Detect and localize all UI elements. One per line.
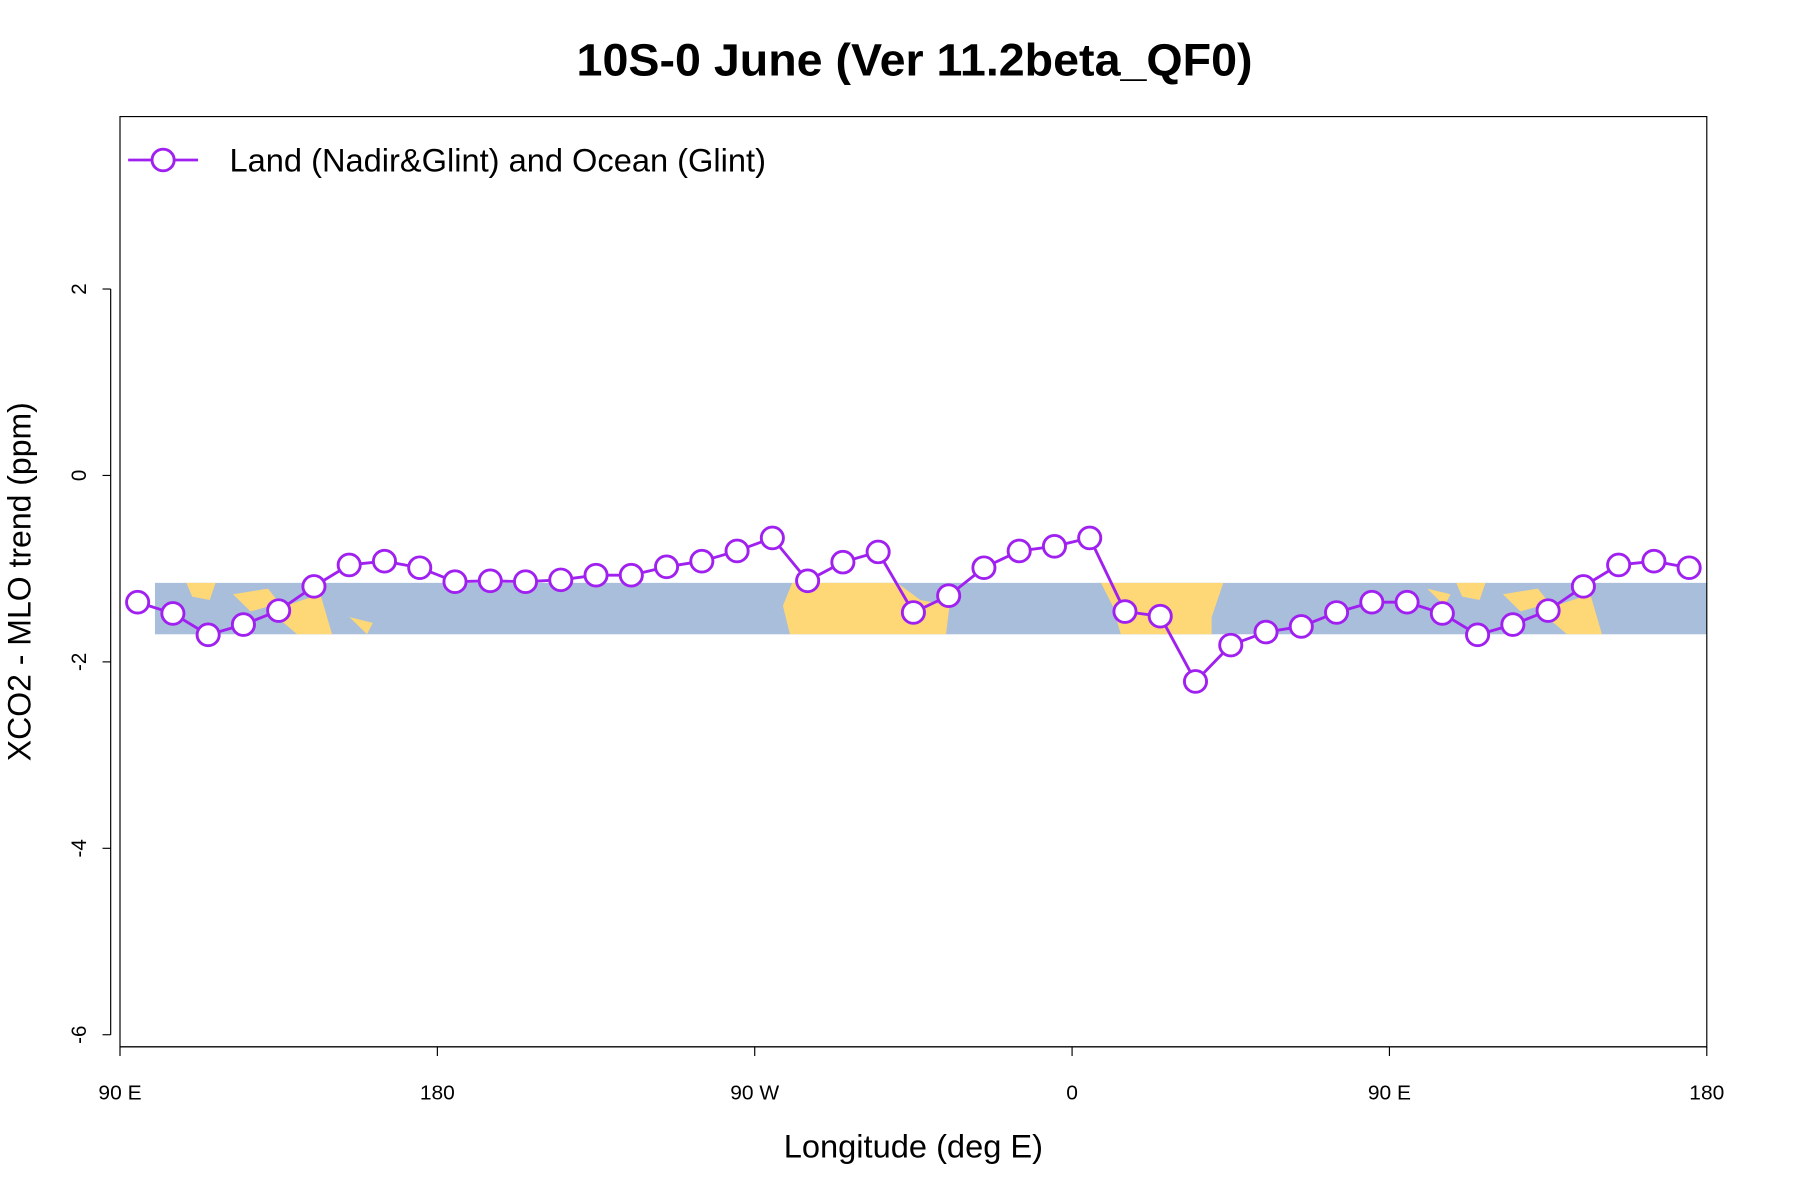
data-point [160, 601, 186, 626]
chart-title: 10S-0 June (Ver 11.2beta_QF0) [577, 34, 1253, 85]
data-point [936, 583, 962, 608]
data-point [548, 567, 574, 593]
data-point [1676, 555, 1702, 581]
legend-label: Land (Nadir&Glint) and Ocean (Glint) [230, 143, 766, 179]
data-point [1570, 574, 1596, 599]
x-tick-label: 90 W [730, 1082, 779, 1105]
data-point [1077, 525, 1103, 551]
data-point [301, 574, 327, 599]
plot-frame [119, 116, 1708, 1048]
data-point [654, 554, 680, 580]
x-tick-label: 90 E [98, 1082, 141, 1105]
data-point [1006, 538, 1032, 564]
data-point [583, 562, 609, 588]
data-point [1288, 614, 1314, 639]
y-tick-label: -2 [68, 653, 91, 671]
y-axis-label: XCO2 - MLO trend (ppm) [1, 402, 37, 761]
data-point [1500, 612, 1526, 637]
x-tick-label: 0 [1066, 1082, 1078, 1105]
x-tick-label: 180 [420, 1082, 455, 1105]
data-point [1465, 622, 1491, 648]
data-point [1394, 589, 1420, 615]
data-point [1041, 534, 1067, 559]
land-area [1427, 582, 1602, 635]
data-point [195, 622, 221, 648]
data-point [900, 600, 926, 625]
data-point [795, 568, 821, 594]
data-point [477, 568, 503, 594]
data-point [336, 552, 362, 578]
data-point [1147, 603, 1173, 629]
data-point [1641, 548, 1667, 574]
data-point [407, 555, 433, 581]
data-point [230, 612, 256, 637]
data-point [759, 525, 785, 551]
data-point [512, 569, 539, 594]
y-tick-label: 2 [68, 283, 91, 294]
data-point [971, 555, 997, 581]
data-point [371, 548, 397, 574]
data-point [1253, 619, 1279, 645]
data-point [125, 589, 151, 615]
data-point [266, 598, 292, 623]
y-tick-label: -4 [68, 839, 91, 857]
data-point [724, 538, 750, 564]
data-point [1112, 599, 1138, 624]
data-point [865, 539, 891, 565]
data-point [689, 548, 715, 574]
legend-marker [150, 147, 176, 173]
data-point [1429, 601, 1455, 626]
data-point [1535, 598, 1561, 623]
x-tick-label: 90 E [1368, 1082, 1411, 1105]
x-axis-label: Longitude (deg E) [784, 1129, 1043, 1165]
data-point [1324, 600, 1350, 625]
data-point [442, 569, 468, 594]
data-point [1606, 552, 1632, 578]
y-tick-label: -6 [68, 1026, 91, 1044]
data-point [830, 549, 856, 575]
data-point [1218, 632, 1244, 658]
x-tick-label: 180 [1689, 1082, 1724, 1105]
y-tick-label: 0 [68, 470, 91, 481]
data-point [618, 562, 644, 588]
data-point [1359, 589, 1385, 615]
data-point [1182, 669, 1209, 694]
land-area [186, 582, 373, 635]
